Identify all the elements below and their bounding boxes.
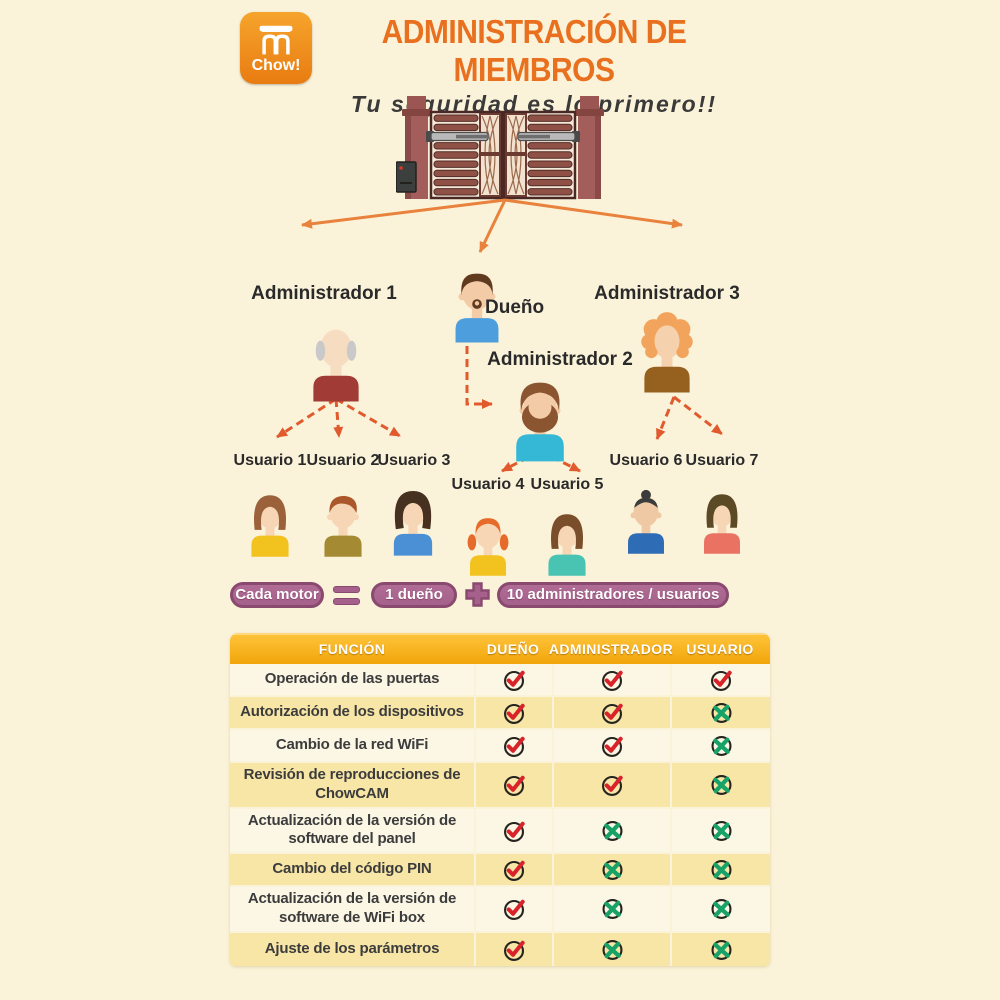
table-row: Cambio de la red WiFi xyxy=(230,730,770,763)
label-usuario-4: Usuario 4 xyxy=(451,476,525,493)
check-icon xyxy=(552,730,670,761)
function-cell: Cambio del código PIN xyxy=(272,860,432,878)
column-header-dueno: DUEÑO xyxy=(486,640,540,657)
cross-icon xyxy=(670,887,770,931)
avatar-administrador-1 xyxy=(297,311,375,403)
check-icon xyxy=(474,887,552,931)
function-cell: Revisión de reproducciones de ChowCAM xyxy=(243,766,461,802)
cross-icon xyxy=(670,932,770,966)
check-icon xyxy=(474,730,552,761)
cross-icon xyxy=(670,697,770,728)
label-administrador-2: Administrador 2 xyxy=(487,349,633,370)
avatar-usuario-5 xyxy=(535,493,599,577)
cross-icon xyxy=(670,808,770,852)
label-dueno: Dueño xyxy=(485,297,545,318)
label-administrador-1: Administrador 1 xyxy=(251,283,397,304)
admins-usuarios-badge: 10 administradores / usuarios xyxy=(497,582,729,608)
chow-logo: Chow! xyxy=(240,12,312,84)
cada-motor-badge: Cada motor xyxy=(230,582,324,608)
avatar-administrador-2 xyxy=(499,366,581,463)
check-icon xyxy=(474,854,552,885)
table-row: Actualización de la versión de software … xyxy=(230,808,770,854)
avatar-usuario-4 xyxy=(457,495,519,577)
table-row: Operación de las puertas xyxy=(230,664,770,697)
gate-illustration xyxy=(395,94,610,200)
label-usuario-3: Usuario 3 xyxy=(377,452,451,469)
table-row: Actualización de la versión de software … xyxy=(230,887,770,933)
un-dueno-badge: 1 dueño xyxy=(371,582,457,608)
cross-icon xyxy=(552,932,670,966)
column-header-usuario: USUARIO xyxy=(686,640,754,657)
label-usuario-2: Usuario 2 xyxy=(306,452,380,469)
column-header-funcion: FUNCIÓN xyxy=(318,640,386,657)
label-usuario-6: Usuario 6 xyxy=(609,452,683,469)
check-icon xyxy=(474,664,552,695)
column-header-administrador: ADMINISTRADOR xyxy=(548,640,674,657)
gate-motor-left xyxy=(426,131,489,142)
check-icon xyxy=(552,664,670,695)
gate-motor-right xyxy=(517,131,580,142)
avatar-usuario-2 xyxy=(311,474,375,558)
table-row: Ajuste de los parámetros xyxy=(230,932,770,966)
check-icon xyxy=(474,763,552,807)
function-cell: Autorización de los dispositivos xyxy=(240,703,464,721)
avatar-usuario-7 xyxy=(691,471,753,555)
check-icon xyxy=(552,763,670,807)
equals-sign xyxy=(333,586,360,605)
label-usuario-5: Usuario 5 xyxy=(530,476,604,493)
cross-icon xyxy=(552,808,670,852)
cross-icon xyxy=(670,763,770,807)
label-usuario-7: Usuario 7 xyxy=(685,452,759,469)
cross-icon xyxy=(552,854,670,885)
check-icon xyxy=(474,932,552,966)
check-icon xyxy=(474,697,552,728)
avatar-administrador-3 xyxy=(628,301,706,394)
table-row: Cambio del código PIN xyxy=(230,854,770,887)
cross-icon xyxy=(670,730,770,761)
avatar-usuario-3 xyxy=(380,469,446,557)
table-body: Operación de las puertas Autorización de… xyxy=(230,664,770,966)
table-row: Autorización de los dispositivos xyxy=(230,697,770,730)
cross-icon xyxy=(670,854,770,885)
page-title: ADMINISTRACIÓN DE MIEMBROS xyxy=(381,14,687,90)
function-cell: Ajuste de los parámetros xyxy=(264,939,440,957)
function-cell: Actualización de la versión de software … xyxy=(247,890,457,926)
function-cell: Operación de las puertas xyxy=(264,670,440,688)
table-header-row: FUNCIÓN DUEÑO ADMINISTRADOR USUARIO xyxy=(230,633,770,664)
cross-icon xyxy=(552,887,670,931)
label-administrador-3: Administrador 3 xyxy=(594,283,740,304)
permissions-table: FUNCIÓN DUEÑO ADMINISTRADOR USUARIO Oper… xyxy=(230,633,770,966)
avatar-dueno xyxy=(440,254,514,344)
table-row: Revisión de reproducciones de ChowCAM xyxy=(230,763,770,809)
avatar-usuario-1 xyxy=(238,472,302,558)
check-icon xyxy=(552,697,670,728)
gate-logo-icon xyxy=(259,25,293,54)
function-cell: Actualización de la versión de software … xyxy=(247,811,457,848)
function-cell: Cambio de la red WiFi xyxy=(275,736,429,754)
logo-text: Chow! xyxy=(251,56,301,74)
check-icon xyxy=(670,664,770,695)
plus-sign xyxy=(465,582,490,607)
label-usuario-1: Usuario 1 xyxy=(233,452,307,469)
control-box xyxy=(395,161,417,193)
check-icon xyxy=(474,808,552,852)
avatar-usuario-6 xyxy=(615,469,677,555)
